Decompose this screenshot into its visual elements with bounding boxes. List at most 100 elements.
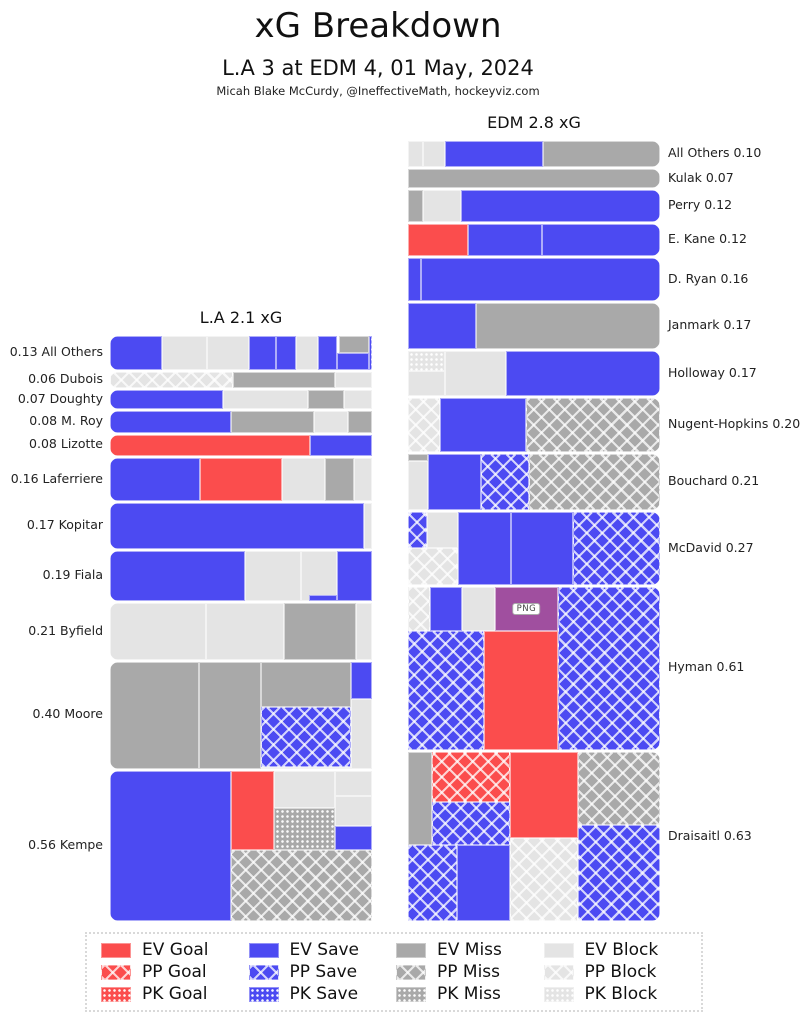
player-row-edm-bouchard <box>408 454 660 511</box>
shot-segment-ev-save <box>110 502 365 549</box>
shot-segment-ev-block <box>461 586 495 631</box>
shot-segment-ev-goal <box>110 434 311 457</box>
legend-item-pk-goal: PK Goal <box>101 984 249 1004</box>
shot-segment-ev-save <box>541 224 660 257</box>
player-row-edm-holloway <box>408 350 660 397</box>
legend-label: EV Save <box>289 940 360 960</box>
shot-segment-ev-block <box>408 371 445 397</box>
shot-segment-pp-block <box>408 548 459 585</box>
shot-segment-ev-block <box>206 335 249 371</box>
shot-segment-ev-block <box>423 140 445 168</box>
shot-segment-ev-miss <box>348 411 372 433</box>
shot-segment-ev-save <box>310 434 372 457</box>
shot-segment-pp-save <box>481 454 529 511</box>
shot-segment-ev-block <box>344 390 372 410</box>
shot-segment-ev-block <box>205 603 285 660</box>
shot-segment-ev-block <box>296 335 319 371</box>
shot-segment-pp-block <box>510 838 579 921</box>
shot-segment-ev-miss <box>476 303 660 349</box>
shot-segment-ev-save <box>110 458 201 501</box>
legend-item-pk-miss: PK Miss <box>396 984 544 1004</box>
shot-segment-ev-miss <box>110 661 200 769</box>
shot-segment-ev-miss <box>199 661 261 769</box>
shot-segment-ev-miss <box>408 454 429 461</box>
player-row-edm-perry <box>408 190 660 223</box>
shot-segment-ev-save <box>428 454 482 511</box>
legend-label: PP Miss <box>437 962 501 982</box>
player-row-l-a-fiala <box>110 550 372 602</box>
player-label-edm-kulak: Kulak 0.07 <box>668 169 734 185</box>
shot-segment-ev-miss <box>324 458 354 501</box>
legend-item-ev-save: EV Save <box>248 940 397 960</box>
legend-swatch-pk-save <box>248 986 279 1002</box>
shot-segment-ev-save <box>511 512 574 585</box>
shot-segment-ev-block <box>351 699 372 769</box>
player-label-l-a-fiala: 0.19 Fiala <box>42 566 103 582</box>
player-label-edm-holloway: Holloway 0.17 <box>668 364 757 380</box>
player-row-edm-hyman: PNG <box>408 586 660 751</box>
shot-segment-ev-miss <box>284 603 357 660</box>
legend-swatch-pp-block <box>543 964 574 980</box>
legend-item-pp-miss: PP Miss <box>396 962 544 982</box>
legend-item-pk-save: PK Save <box>248 984 397 1004</box>
legend-item-pk-block: PK Block <box>543 984 692 1004</box>
legend-swatch-pk-block <box>543 986 574 1002</box>
player-row-l-a-doughty <box>110 390 372 410</box>
shot-segment-ev-save <box>318 335 337 371</box>
shot-segment-pp-block <box>408 586 430 631</box>
shot-segment-pp-save <box>557 586 660 751</box>
player-label-edm-nugent-hopkins: Nugent-Hopkins 0.20 <box>668 416 801 432</box>
shot-segment-ev-block <box>426 512 459 549</box>
player-row-edm-draisaitl <box>408 752 660 921</box>
shot-segment-ev-block <box>408 140 424 168</box>
player-label-l-a-dubois: 0.06 Dubois <box>28 371 103 387</box>
shot-segment-ev-save <box>506 350 660 397</box>
shot-segment-pk-block <box>408 350 445 372</box>
player-label-edm-e-kane: E. Kane 0.12 <box>668 231 747 247</box>
shot-segment-ev-save <box>408 303 477 349</box>
legend-label: PP Save <box>289 962 358 982</box>
player-row-l-a-laferriere <box>110 458 372 501</box>
legend-label: PK Save <box>289 984 359 1004</box>
shot-segment-pp-save <box>260 706 352 767</box>
shot-segment-ev-save <box>110 335 163 371</box>
shot-segment-ev-goal <box>510 752 579 839</box>
player-label-edm-draisaitl: Draisaitl 0.63 <box>668 827 752 843</box>
shot-segment-ev-block <box>335 372 372 389</box>
player-row-edm-mcdavid <box>408 512 660 585</box>
shot-segment-ev-save <box>110 411 231 433</box>
shot-segment-ev-block <box>334 770 372 797</box>
shot-segment-ev-save <box>309 595 337 602</box>
shot-segment-pk-miss <box>274 808 335 851</box>
legend-swatch-ev-miss <box>396 942 426 958</box>
png-badge: PNG <box>512 602 541 615</box>
legend-item-ev-block: EV Block <box>543 940 692 960</box>
shot-segment-ev-miss <box>233 372 336 389</box>
shot-segment-ev-block <box>444 350 507 397</box>
shot-segment-pp-miss <box>578 752 660 825</box>
player-label-edm-perry: Perry 0.12 <box>668 197 733 213</box>
shot-segment-ev-save <box>444 140 543 168</box>
player-label-l-a-kopitar: 0.17 Kopitar <box>26 516 103 532</box>
player-row-l-a-byfield <box>110 603 372 660</box>
shot-segment-pp-save <box>408 630 484 751</box>
legend-item-pp-save: PP Save <box>248 962 397 982</box>
shot-segment-ev-save <box>420 258 660 302</box>
player-row-edm-d-ryan <box>408 258 660 302</box>
player-label-edm-all-others: All Others 0.10 <box>668 144 762 160</box>
shot-segment-ev-goal <box>200 458 282 501</box>
player-row-edm-all-others <box>408 140 660 168</box>
shot-segment-ev-save <box>248 335 277 371</box>
shot-segment-ev-block <box>301 550 337 602</box>
player-row-edm-e-kane <box>408 224 660 257</box>
legend-label: PK Miss <box>437 984 501 1004</box>
shot-segment-png: PNG <box>494 586 558 631</box>
shot-segment-ev-save <box>336 550 372 602</box>
shot-segment-ev-miss <box>408 169 660 189</box>
shot-segment-pp-save <box>408 512 427 549</box>
shot-segment-ev-save <box>110 390 223 410</box>
shot-segment-ev-save <box>334 826 372 851</box>
shot-segment-ev-goal <box>408 224 469 257</box>
shot-segment-ev-block <box>244 550 302 602</box>
